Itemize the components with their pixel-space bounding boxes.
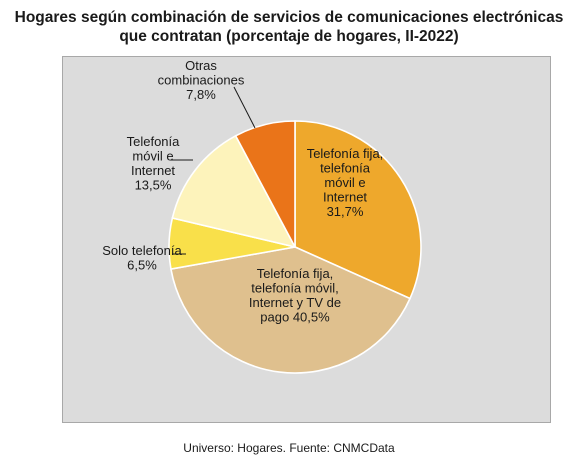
slice-label-1: Telefonía fija, telefonía móvil, Internet … — [249, 266, 341, 325]
slice-label-4: Otras combinaciones 7,8% — [158, 58, 245, 102]
chart-title-line-1: Hogares según combinación de servicios d… — [14, 9, 564, 26]
source-note: Universo: Hogares. Fuente: CNMCData — [183, 441, 395, 455]
slice-label-line: Solo telefonía — [102, 243, 182, 258]
slice-label-2: Solo telefonía 6,5% — [102, 243, 182, 273]
slice-label-line: móvil e — [132, 149, 173, 164]
chart-title-line-2: que contratan (porcentaje de hogares, II… — [119, 28, 459, 45]
pie-slice-0 — [294, 120, 422, 300]
slice-labels: Telefonía fija, telefonía móvil e Internet 3… — [102, 58, 383, 325]
pie-slice-3 — [171, 134, 297, 249]
chart-title: Hogares según combinación de servicios d… — [0, 8, 578, 46]
slice-label-line: Telefonía fija, — [257, 266, 334, 281]
slice-label-line: combinaciones — [158, 73, 245, 88]
slice-value-1: pago 40,5% — [260, 310, 330, 325]
slice-label-line: Internet — [323, 190, 367, 205]
slice-label-line: Telefonía — [127, 134, 181, 149]
slice-label-line: Telefonía fija, — [307, 146, 384, 161]
leader-line-4 — [233, 86, 256, 129]
slice-label-line: móvil e — [324, 175, 365, 190]
slice-label-line: telefonía móvil, — [251, 281, 338, 296]
slice-label-line: Internet — [131, 163, 175, 178]
pie-slice-4 — [234, 120, 296, 248]
slice-value-0: 31,7% — [327, 204, 364, 219]
slice-value-3: 13,5% — [135, 178, 172, 193]
slice-label-line: telefonía — [320, 161, 371, 176]
pie-slice-1 — [170, 246, 412, 374]
slice-label-line: Otras — [185, 58, 217, 73]
leader-lines — [171, 86, 256, 255]
slice-label-line: Internet y TV de — [249, 295, 341, 310]
slice-label-3: Telefonía móvil e Internet 13,5% — [127, 134, 181, 193]
pie-slices — [168, 120, 422, 374]
slice-value-4: 7,8% — [186, 87, 216, 102]
slice-value-2: 6,5% — [127, 258, 157, 273]
slice-label-0: Telefonía fija, telefonía móvil e Internet 3… — [307, 146, 384, 219]
